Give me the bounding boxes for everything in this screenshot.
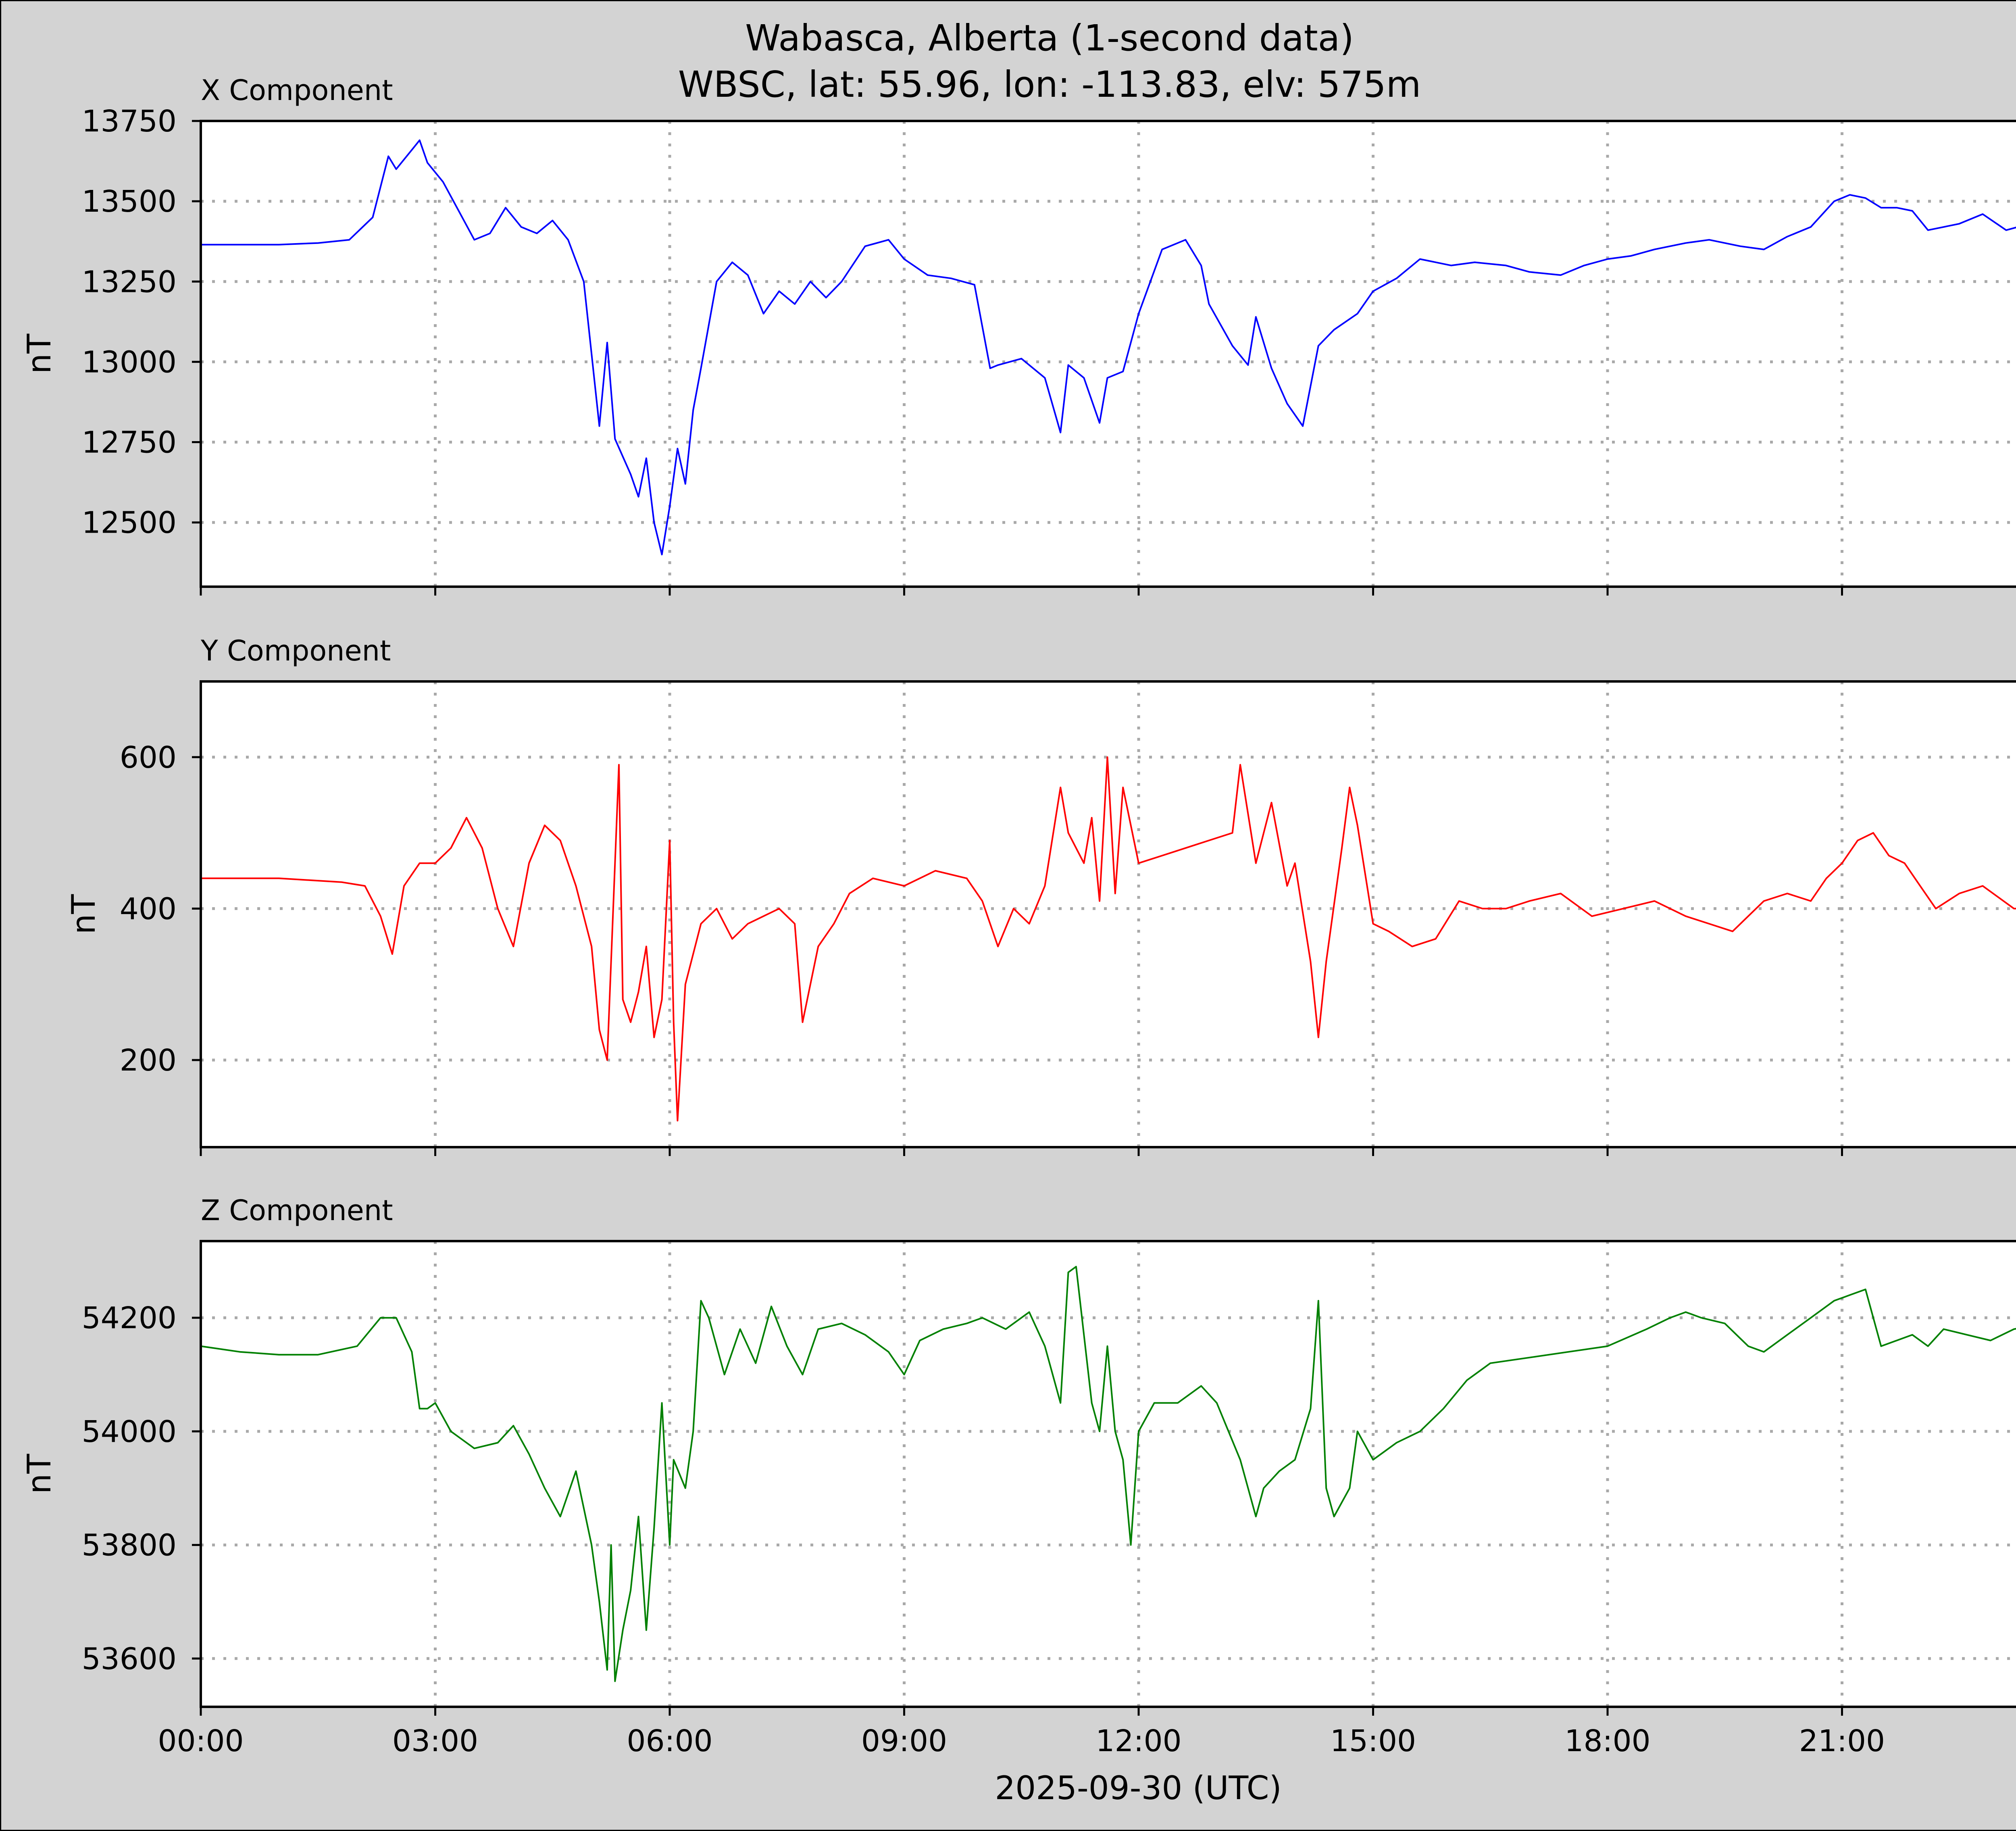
- y-panel-label: Y Component: [200, 634, 391, 667]
- x-tick-label: 06:00: [627, 1724, 712, 1758]
- z-plot-area: [201, 1241, 2016, 1707]
- y-component-panel: 200 400 600 Y Component nT: [65, 634, 2016, 1156]
- y-plot-area: [201, 681, 2016, 1147]
- x-axis-label: 2025-09-30 (UTC): [995, 1769, 1281, 1807]
- x-component-panel: 12500 12750 13000 13250 13500 13750 X Componen…: [21, 74, 2016, 596]
- x-panel-label: X Component: [201, 74, 393, 107]
- x-y-tick-label: 12750: [82, 425, 177, 460]
- x-y-tick-label: 13000: [82, 345, 177, 379]
- x-y-tick-label: 12500: [82, 506, 177, 540]
- x-tick-label: 18:00: [1564, 1724, 1650, 1758]
- z-component-panel: 00:00 03:00 06:00 09:00 12:00 15:00 18:00 21:00…: [21, 1194, 2016, 1758]
- x-tick-label: 00:00: [158, 1724, 244, 1758]
- y-y-tick-label: 600: [120, 740, 177, 775]
- z-y-tick-label: 53800: [82, 1528, 177, 1563]
- y-y-axis-label: nT: [65, 894, 102, 935]
- z-y-tick-label: 54200: [82, 1301, 177, 1335]
- panels-group: 12500 12750 13000 13250 13500 13750 X Componen…: [21, 74, 2016, 1758]
- z-y-tick-label: 53600: [82, 1641, 177, 1676]
- x-plot-frame: [200, 120, 2016, 588]
- y-y-tick-label: 200: [120, 1043, 177, 1078]
- z-plot-frame: [200, 1240, 2016, 1708]
- x-component-series-line: [201, 139, 2016, 556]
- y-plot-frame: [200, 680, 2016, 1148]
- y-component-series-line: [201, 756, 2016, 1122]
- x-tick-label: 15:00: [1330, 1724, 1416, 1758]
- figure-title-line2: WBSC, lat: 55.96, lon: -113.83, elv: 575…: [678, 63, 1421, 105]
- x-y-axis-label: nT: [21, 333, 58, 374]
- x-tick-label: 09:00: [861, 1724, 947, 1758]
- z-y-axis-label: nT: [21, 1454, 58, 1494]
- x-y-tick-label: 13250: [82, 265, 177, 299]
- x-tick-label: 03:00: [392, 1724, 478, 1758]
- x-plot-area: [201, 121, 2016, 587]
- x-y-tick-label: 13500: [82, 184, 177, 219]
- x-tick-label: 21:00: [1799, 1724, 1885, 1758]
- x-tick-label: 12:00: [1095, 1724, 1181, 1758]
- y-y-tick-label: 400: [120, 892, 177, 926]
- x-y-tick-label: 13750: [82, 104, 177, 139]
- z-y-tick-label: 54000: [82, 1414, 177, 1449]
- figure-title-line1: Wabasca, Alberta (1-second data): [745, 17, 1354, 59]
- z-panel-label: Z Component: [201, 1194, 393, 1227]
- z-component-series-line: [200, 1266, 2016, 1682]
